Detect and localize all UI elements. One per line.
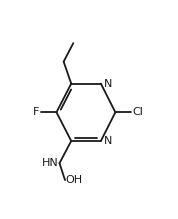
Text: Cl: Cl [132,107,143,117]
Text: N: N [104,136,112,146]
Text: HN: HN [42,158,59,168]
Text: N: N [104,79,112,89]
Text: F: F [33,107,40,117]
Text: OH: OH [66,175,83,185]
